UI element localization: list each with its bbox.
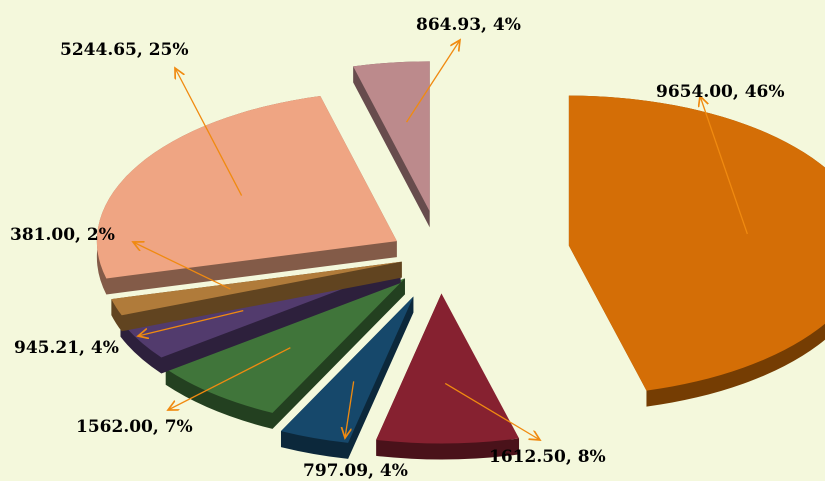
leader-line-7 — [175, 68, 243, 196]
pie-slice-side-6 — [111, 261, 402, 332]
leader-line-1 — [700, 96, 748, 235]
pie-slice-3 — [280, 296, 414, 459]
pie-slice-top-8 — [353, 61, 430, 212]
pie-slice-top-1 — [568, 95, 825, 391]
pie-slice-1 — [568, 95, 825, 407]
data-label-slice-3: 797.09, 4% — [303, 461, 408, 481]
pie-slice-top-7 — [96, 96, 397, 279]
data-label-slice-4: 1562.00, 7% — [76, 417, 193, 437]
leader-line-8 — [406, 40, 460, 123]
leader-line-5 — [138, 310, 244, 336]
leader-line-2 — [444, 382, 540, 440]
data-label-slice-7: 5244.65, 25% — [60, 40, 189, 60]
data-label-slice-5: 945.21, 4% — [14, 338, 119, 358]
pie-slice-side-5 — [120, 267, 401, 374]
pie-slice-top-3 — [280, 296, 414, 443]
data-label-slice-1: 9654.00, 46% — [656, 82, 785, 102]
pie-slice-8 — [353, 61, 430, 228]
data-label-slice-6: 381.00, 2% — [10, 225, 115, 245]
leader-line-6 — [133, 242, 231, 290]
pie-slice-top-4 — [165, 278, 405, 413]
pie-slice-6 — [111, 261, 402, 332]
data-label-slice-2: 1612.50, 8% — [489, 447, 606, 467]
pie-slice-top-6 — [111, 261, 402, 316]
pie-slice-4 — [165, 278, 405, 429]
data-label-slice-8: 864.93, 4% — [416, 15, 521, 35]
pie-slice-7 — [96, 96, 397, 295]
leader-line-4 — [168, 347, 291, 410]
leader-line-3 — [345, 381, 355, 438]
